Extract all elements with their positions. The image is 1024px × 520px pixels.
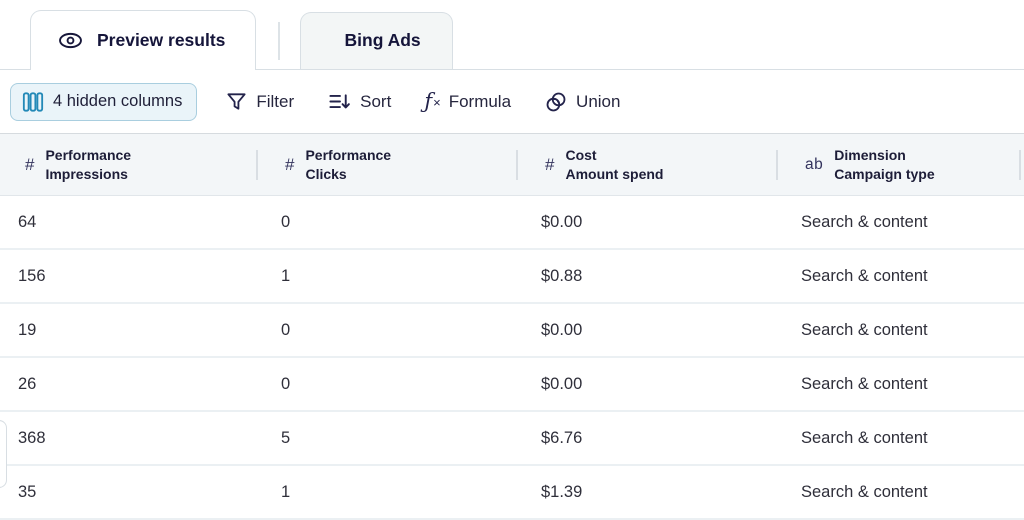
union-button[interactable]: Union — [544, 90, 620, 114]
union-label: Union — [576, 91, 621, 111]
formula-icon: ƒ × — [424, 89, 441, 113]
cell-amount-spend: $6.76 — [541, 428, 583, 447]
number-type-icon: # — [285, 155, 295, 174]
column-header-performance-impressions[interactable]: # Performance Impressions — [0, 134, 256, 195]
column-divider — [1019, 150, 1021, 180]
table-row: 26 0 $0.00 Search & content — [0, 358, 1024, 412]
table-row: 64 0 $0.00 Search & content — [0, 196, 1024, 250]
formula-button[interactable]: ƒ × Formula — [424, 91, 511, 112]
filter-icon — [225, 90, 248, 113]
table-row: 19 0 $0.00 Search & content — [0, 304, 1024, 358]
column-header-performance-clicks[interactable]: # Performance Clicks — [256, 134, 516, 195]
cell-clicks: 1 — [281, 266, 291, 285]
column-field: Campaign type — [834, 165, 935, 182]
eye-icon — [57, 27, 84, 54]
tab-bar-border — [0, 68, 1024, 70]
cell-campaign-type: Search & content — [801, 374, 928, 393]
column-group: Dimension — [834, 146, 906, 163]
cell-amount-spend: $0.00 — [541, 374, 583, 393]
formula-label: Formula — [448, 91, 512, 111]
column-field: Clicks — [305, 165, 347, 182]
column-group: Performance — [305, 146, 392, 163]
cell-amount-spend: $0.00 — [541, 320, 583, 339]
cell-campaign-type: Search & content — [801, 212, 928, 231]
column-header-cost-amount-spend[interactable]: # Cost Amount spend — [516, 134, 776, 195]
cell-impressions: 156 — [18, 266, 46, 285]
table-row: 35 1 $1.39 Search & content — [0, 466, 1024, 520]
tab-divider — [278, 22, 280, 60]
cell-impressions: 35 — [18, 482, 37, 501]
number-type-icon: # — [545, 155, 555, 174]
cell-clicks: 1 — [281, 482, 291, 501]
text-type-icon: ab — [805, 155, 824, 173]
filter-button[interactable]: Filter — [225, 90, 294, 113]
hidden-columns-button[interactable]: 4 hidden columns — [10, 82, 198, 121]
table-body: 64 0 $0.00 Search & content 156 1 $0.88 … — [0, 196, 1024, 520]
column-group: Performance — [45, 146, 132, 163]
tab-bar: Preview results Bing Ads — [0, 0, 1024, 70]
cell-campaign-type: Search & content — [801, 320, 928, 339]
cell-impressions: 19 — [18, 320, 37, 339]
table-header: # Performance Impressions # Performance … — [0, 134, 1024, 196]
row-drag-handle[interactable] — [0, 420, 7, 488]
cell-impressions: 26 — [18, 374, 37, 393]
cell-clicks: 0 — [281, 212, 291, 231]
union-icon — [544, 90, 568, 114]
sort-label: Sort — [360, 91, 392, 111]
sort-button[interactable]: Sort — [327, 90, 391, 113]
cell-impressions: 368 — [18, 428, 46, 447]
cell-amount-spend: $1.39 — [541, 482, 583, 501]
sort-icon — [327, 90, 352, 113]
column-field: Impressions — [45, 165, 128, 182]
tab-bing-ads[interactable]: Bing Ads — [300, 12, 453, 69]
column-header-dimension-campaign-type[interactable]: ab Dimension Campaign type — [776, 134, 1024, 195]
cell-amount-spend: $0.00 — [541, 212, 583, 231]
cell-amount-spend: $0.88 — [541, 266, 583, 285]
table-row: 156 1 $0.88 Search & content — [0, 250, 1024, 304]
tab-label: Preview results — [97, 30, 226, 50]
number-type-icon: # — [25, 155, 35, 174]
cell-campaign-type: Search & content — [801, 428, 928, 447]
toolbar: 4 hidden columns Filter Sort ƒ × Formula — [0, 70, 1024, 134]
cell-clicks: 0 — [281, 320, 291, 339]
column-group: Cost — [565, 146, 597, 163]
tab-preview-results[interactable]: Preview results — [30, 10, 257, 70]
cell-clicks: 0 — [281, 374, 291, 393]
cell-impressions: 64 — [18, 212, 37, 231]
cell-campaign-type: Search & content — [801, 482, 928, 501]
hidden-columns-label: 4 hidden columns — [53, 92, 183, 110]
tab-label: Bing Ads — [344, 30, 421, 51]
filter-label: Filter — [256, 91, 295, 111]
cell-campaign-type: Search & content — [801, 266, 928, 285]
column-field: Amount spend — [565, 165, 664, 182]
table-row: 368 5 $6.76 Search & content — [0, 412, 1024, 466]
columns-icon — [22, 91, 44, 113]
cell-clicks: 5 — [281, 428, 291, 447]
